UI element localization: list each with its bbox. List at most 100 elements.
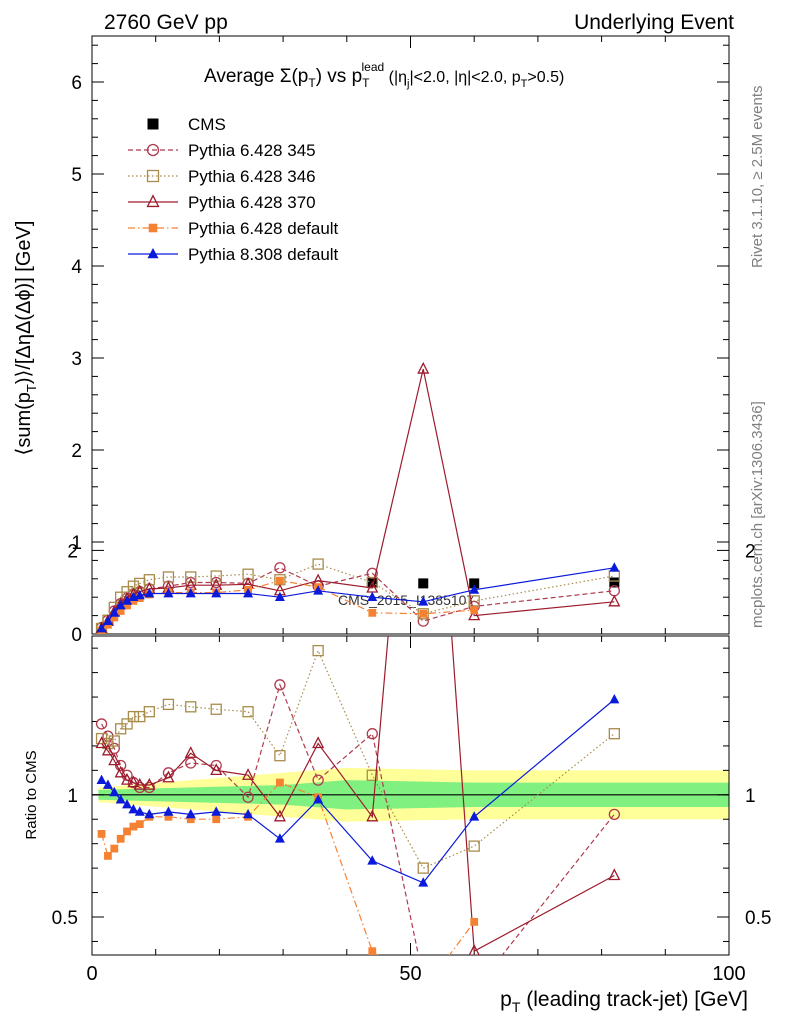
ratio-axis-ticks: 0.5 0.5 1 1 2 2 0 50 100 <box>52 541 772 985</box>
main-point-cms-3 <box>609 577 620 588</box>
main-ytick-label-6: 6 <box>71 73 82 94</box>
main-point-p345-10 <box>210 576 222 589</box>
ratio-point-p370-7 <box>143 777 156 790</box>
title-rest2: |<2.0, |η|<2.0, p <box>409 69 520 86</box>
ratio-point-p8def-7 <box>144 808 155 819</box>
ratio-point-p8def-16 <box>469 811 480 821</box>
xlabel-b: (leading track-jet) [GeV] <box>520 988 748 1011</box>
main-point-cms-2 <box>469 578 480 589</box>
ratio-point-p346-17 <box>608 728 620 740</box>
ratio-point-p8def-8 <box>163 806 174 816</box>
title-sub3: j <box>406 78 409 90</box>
ratio-ytick-label-right-2: 2 <box>745 541 756 562</box>
title-rest1: (|η <box>384 69 407 86</box>
main-y-axis-label: ⟨sum(pT)⟩/[ΔηΔ(Δϕ)] [GeV] <box>13 221 39 456</box>
main-point-p6def-4 <box>123 601 131 610</box>
main-ytick-label-3: 3 <box>71 349 82 370</box>
ratio-point-p346-11 <box>242 706 254 718</box>
ratio-point-p346-5 <box>127 710 140 723</box>
ratio-line-p370 <box>101 636 615 953</box>
ratio-point-p6def-12 <box>276 778 284 787</box>
main-point-p346-9 <box>185 571 197 583</box>
ratio-point-p346-10 <box>210 703 222 715</box>
ratio-point-p8def-12 <box>274 833 285 843</box>
legend-label-cms: CMS <box>188 115 226 134</box>
main-point-p345-14 <box>366 567 378 579</box>
ratio-point-p8def-9 <box>185 808 196 819</box>
main-point-p370-16 <box>468 608 481 621</box>
ratio-point-p8def-10 <box>211 806 222 816</box>
ratio-point-p370-17 <box>608 868 621 881</box>
main-point-cms-1 <box>418 578 429 589</box>
main-series-p8def <box>96 562 620 633</box>
ratio-point-p8def-14 <box>367 855 378 865</box>
main-point-p8def-14 <box>367 591 378 602</box>
main-axis-ticks: 0 1 2 3 4 5 6 <box>71 36 730 646</box>
ratio-point-p8def-0 <box>96 774 107 784</box>
legend-label-p346: Pythia 6.428 346 <box>188 167 316 186</box>
title-sub4: T <box>521 78 528 90</box>
main-point-p346-16 <box>468 595 480 607</box>
ratio-series-p8def <box>96 693 620 887</box>
main-point-p6def-12 <box>276 576 284 585</box>
main-point-p6def-16 <box>470 606 479 614</box>
main-point-p6def-2 <box>110 613 119 622</box>
header-analysis: Underlying Event <box>574 11 734 34</box>
ratio-point-p6def-6 <box>135 820 144 829</box>
legend: CMS Pythia 6.428 345 Pythia 6.428 346 Pythi… <box>128 115 339 264</box>
ratio-point-p6def-2 <box>110 844 119 853</box>
ratio-point-p6def-5 <box>129 822 138 831</box>
legend-marker-p346 <box>146 169 160 183</box>
main-point-p346-7 <box>143 574 155 586</box>
main-point-p8def-4 <box>122 595 133 605</box>
ratio-point-p345-17 <box>608 808 620 821</box>
ratio-panel: 0.5 0.5 1 1 2 2 0 50 100 Ratio to CMS pT (leadin… <box>23 541 772 1015</box>
main-point-p345-12 <box>274 562 286 574</box>
ratio-point-p345-14 <box>366 728 378 740</box>
ratio-xtick-label-2: 100 <box>712 963 745 985</box>
main-series-group <box>95 361 621 634</box>
ylabel-a: ⟨sum(p <box>13 392 35 455</box>
source-label: mcplots.cern.ch [arXiv:1306.3436] <box>749 401 766 628</box>
legend-label-p345: Pythia 6.428 345 <box>188 141 316 160</box>
main-point-p8def-13 <box>313 585 324 595</box>
main-point-p8def-8 <box>163 588 174 598</box>
rivet-version-label: Rivet 3.1.10, ≥ 2.5M events <box>749 86 766 269</box>
ratio-point-p370-2 <box>108 753 121 766</box>
ratio-point-p8def-1 <box>102 779 113 789</box>
ratio-point-p6def-4 <box>123 827 131 836</box>
header-collision: 2760 GeV pp <box>104 11 228 34</box>
ratio-point-p370-10 <box>210 763 223 776</box>
main-ytick-label-1: 1 <box>71 533 82 554</box>
ratio-point-p8def-6 <box>134 806 145 816</box>
main-point-p346-13 <box>312 558 324 570</box>
ratio-point-p346-14 <box>366 769 378 781</box>
legend-item-p6def: Pythia 6.428 default <box>128 219 339 238</box>
main-title: Average Σ(pT) vs pTlead (|ηj|<2.0, |η|<2… <box>204 60 564 90</box>
main-point-p6def-14 <box>368 608 377 617</box>
main-point-p8def-1 <box>102 615 113 625</box>
ratio-ytick-label-right-1: 1 <box>745 786 756 807</box>
ratio-point-p370-1 <box>101 743 114 756</box>
ratio-series-p346 <box>95 644 620 874</box>
title-pre: Average <box>204 66 280 87</box>
ratio-point-p346-1 <box>102 737 114 750</box>
ylabel-b: )⟩/[ΔηΔ(Δϕ)] [GeV] <box>13 221 35 385</box>
legend-label-p6def: Pythia 6.428 default <box>188 219 339 238</box>
main-point-p8def-15 <box>418 596 429 606</box>
title-sub1: T <box>308 76 316 90</box>
main-point-p8def-9 <box>185 588 196 598</box>
ratio-ytick-label-2: 2 <box>67 541 78 562</box>
legend-marker-p6def <box>148 223 158 233</box>
main-point-p6def-3 <box>116 607 125 615</box>
ratio-point-p346-4 <box>121 718 133 730</box>
main-ytick-label-2: 2 <box>71 441 82 462</box>
main-point-p8def-2 <box>109 607 120 617</box>
title-sigma: Σ(p <box>280 66 309 87</box>
ratio-point-p370-12 <box>273 809 286 822</box>
ratio-point-p346-9 <box>185 701 197 713</box>
main-line-p345 <box>101 567 615 628</box>
ratio-point-p8def-5 <box>128 803 139 814</box>
ratio-point-p346-13 <box>312 644 324 657</box>
